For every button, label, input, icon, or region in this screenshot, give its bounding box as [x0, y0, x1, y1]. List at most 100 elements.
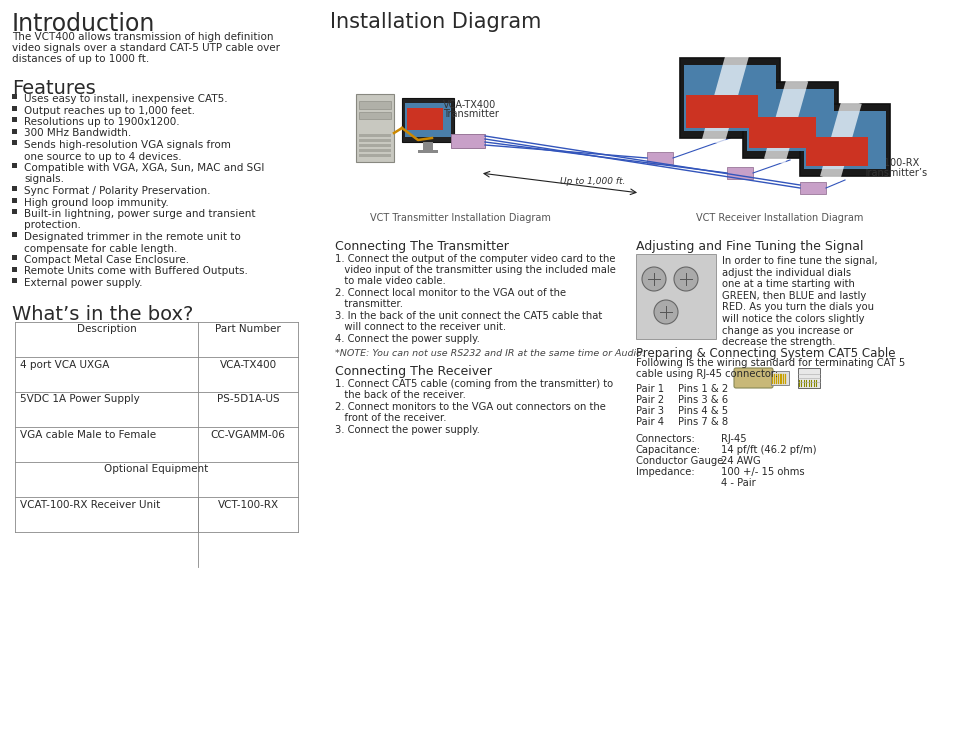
Text: Transmitter: Transmitter [442, 109, 498, 119]
Text: 1. Connect the output of the computer video card to the: 1. Connect the output of the computer vi… [335, 254, 615, 264]
Bar [401, 98, 454, 142]
Text: 3. Connect the power supply.: 3. Connect the power supply. [335, 425, 479, 435]
Text: VCT-100-RX: VCT-100-RX [217, 500, 278, 509]
Text: cable using RJ-45 connector:: cable using RJ-45 connector: [636, 369, 778, 379]
Bar [770, 371, 788, 385]
Bar [800, 182, 825, 194]
Text: VCA-TX400: VCA-TX400 [219, 359, 276, 370]
Text: Pair 2: Pair 2 [636, 395, 663, 405]
Bar [417, 150, 437, 153]
Text: 2. Connect monitors to the VGA out connectors on the: 2. Connect monitors to the VGA out conne… [335, 402, 605, 412]
Bar [358, 112, 391, 119]
Bar [422, 142, 433, 150]
Text: compensate for cable length.: compensate for cable length. [24, 244, 177, 253]
Bar [407, 108, 442, 130]
Text: distances of up to 1000 ft.: distances of up to 1000 ft. [12, 54, 149, 64]
Text: Pins 4 & 5: Pins 4 & 5 [678, 406, 727, 416]
Text: to male video cable.: to male video cable. [335, 276, 445, 286]
Bar [748, 117, 815, 148]
Text: Connecting The Receiver: Connecting The Receiver [335, 365, 492, 378]
Text: Remote Units come with Buffered Outputs.: Remote Units come with Buffered Outputs. [24, 266, 248, 277]
Text: Compatible with VGA, XGA, Sun, MAC and SGI: Compatible with VGA, XGA, Sun, MAC and S… [24, 163, 264, 173]
Bar [358, 101, 391, 109]
Text: External power supply.: External power supply. [24, 278, 142, 288]
Circle shape [654, 300, 678, 324]
Bar [800, 104, 889, 176]
Text: PS-5D1A-US: PS-5D1A-US [216, 395, 279, 404]
Text: Pins 1 & 2: Pins 1 & 2 [678, 384, 727, 394]
Bar [358, 144, 391, 147]
Bar [12, 209, 17, 214]
Text: Impedance:: Impedance: [636, 467, 694, 477]
Text: Following is the wiring standard for terminating CAT 5: Following is the wiring standard for ter… [636, 358, 904, 368]
Circle shape [641, 267, 665, 291]
Bar [358, 134, 391, 137]
Bar [683, 65, 775, 131]
Text: Up to 1,000 ft.: Up to 1,000 ft. [559, 177, 625, 186]
Text: Optional Equipment: Optional Equipment [104, 464, 209, 475]
Text: VCT Transmitter Installation Diagram: VCT Transmitter Installation Diagram [369, 213, 550, 223]
Bar [12, 232, 17, 237]
Bar [805, 137, 867, 166]
Text: VGA cable Male to Female: VGA cable Male to Female [20, 430, 156, 440]
Bar [12, 186, 17, 191]
Bar [636, 254, 716, 339]
Bar [405, 103, 451, 137]
Text: transmitter.: transmitter. [335, 299, 402, 309]
Bar [12, 94, 17, 99]
Text: signals.: signals. [24, 174, 64, 184]
Text: 100 +/- 15 ohms: 100 +/- 15 ohms [720, 467, 803, 477]
Text: Built-in lightning, power surge and transient: Built-in lightning, power surge and tran… [24, 209, 255, 219]
Text: one source to up to 4 devices.: one source to up to 4 devices. [24, 151, 181, 162]
Text: Compact Metal Case Enclosure.: Compact Metal Case Enclosure. [24, 255, 189, 265]
Text: 5VDC 1A Power Supply: 5VDC 1A Power Supply [20, 395, 139, 404]
Bar [12, 278, 17, 283]
Text: Pair 4: Pair 4 [636, 417, 663, 427]
Bar [355, 94, 394, 162]
Text: Output reaches up to 1,000 feet.: Output reaches up to 1,000 feet. [24, 106, 194, 116]
Text: Preparing & Connecting System CAT5 Cable: Preparing & Connecting System CAT5 Cable [636, 347, 895, 360]
Text: Features: Features [12, 79, 95, 98]
Text: video input of the transmitter using the included male: video input of the transmitter using the… [335, 265, 616, 275]
Text: Introduction: Introduction [12, 12, 155, 36]
Text: High ground loop immunity.: High ground loop immunity. [24, 198, 169, 207]
Text: Uses easy to install, inexpensive CAT5.: Uses easy to install, inexpensive CAT5. [24, 94, 228, 104]
Bar [797, 368, 820, 388]
Text: front of the receiver.: front of the receiver. [335, 413, 446, 423]
Bar [726, 167, 752, 179]
Bar [803, 111, 885, 169]
Text: Conductor Gauge:: Conductor Gauge: [636, 456, 726, 466]
Bar [451, 134, 484, 148]
Text: VCT Receiver Installation Diagram: VCT Receiver Installation Diagram [696, 213, 862, 223]
Bar [12, 140, 17, 145]
Text: 4 - Pair: 4 - Pair [720, 478, 755, 488]
Text: What’s in the box?: What’s in the box? [12, 306, 193, 325]
Text: Pair 1: Pair 1 [636, 384, 663, 394]
Text: Pins 7 & 8: Pins 7 & 8 [678, 417, 727, 427]
Text: Part Number: Part Number [214, 325, 280, 334]
Text: 4 port VCA UXGA: 4 port VCA UXGA [20, 359, 110, 370]
Bar [646, 152, 672, 164]
Text: *NOTE: You can not use RS232 and IR at the same time or Audio.: *NOTE: You can not use RS232 and IR at t… [335, 349, 644, 358]
Text: Transmitter’s: Transmitter’s [862, 168, 926, 178]
Bar [358, 139, 391, 142]
Bar [12, 255, 17, 260]
Text: In order to fine tune the signal,
adjust the individual dials
one at a time star: In order to fine tune the signal, adjust… [721, 256, 877, 347]
Text: CC-VGAMM-06: CC-VGAMM-06 [211, 430, 285, 440]
FancyBboxPatch shape [733, 368, 772, 388]
Bar [742, 82, 837, 158]
Text: Installation Diagram: Installation Diagram [330, 12, 540, 32]
Bar [12, 106, 17, 111]
Bar [12, 128, 17, 134]
Text: 2. Connect local monitor to the VGA out of the: 2. Connect local monitor to the VGA out … [335, 288, 565, 298]
Text: Pins 3 & 6: Pins 3 & 6 [678, 395, 727, 405]
Bar [685, 95, 758, 128]
Text: 1. Connect CAT5 cable (coming from the transmitter) to: 1. Connect CAT5 cable (coming from the t… [335, 379, 613, 389]
Bar [358, 154, 391, 157]
Text: Adjusting and Fine Tuning the Signal: Adjusting and Fine Tuning the Signal [636, 240, 862, 253]
Text: 300 MHz Bandwidth.: 300 MHz Bandwidth. [24, 128, 132, 139]
Text: Connecting The Transmitter: Connecting The Transmitter [335, 240, 508, 253]
Text: will connect to the receiver unit.: will connect to the receiver unit. [335, 322, 506, 332]
Text: The VCT400 allows transmission of high definition: The VCT400 allows transmission of high d… [12, 32, 274, 42]
Text: 14 pf/ft (46.2 pf/m): 14 pf/ft (46.2 pf/m) [720, 445, 816, 455]
